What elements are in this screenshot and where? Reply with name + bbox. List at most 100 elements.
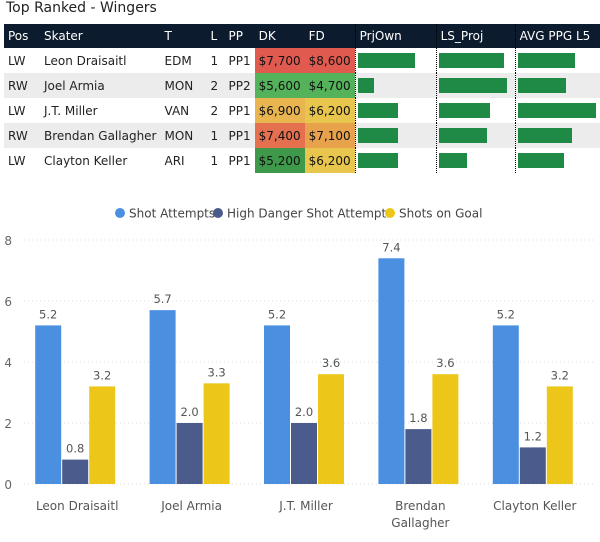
cell-pos: LW: [4, 148, 40, 173]
bar-high-danger-shot-attempts: [176, 423, 203, 484]
cell-team: MON: [160, 73, 207, 98]
bar-high-danger-shot-attempts: [291, 423, 317, 484]
col-header-avg-ppg[interactable]: AVG PPG L5: [515, 24, 600, 48]
cell-dk-salary: $6,900: [254, 98, 305, 123]
bar-shots-on-goal: [203, 383, 230, 484]
data-label: 0.8: [66, 442, 84, 456]
cell-ls-proj-bar: [436, 123, 516, 148]
data-label: 3.6: [436, 356, 454, 370]
x-tick-label: Brendan: [395, 499, 445, 513]
cell-line: 1: [206, 123, 225, 148]
data-label: 3.3: [207, 365, 225, 379]
col-header-team[interactable]: T: [160, 24, 207, 48]
cell-prjown-bar: [355, 148, 437, 173]
table-row[interactable]: RW Joel Armia MON 2 PP2 $5,600 $4,700: [4, 73, 600, 98]
col-header-skater[interactable]: Skater: [40, 24, 161, 48]
data-bar: [517, 53, 576, 68]
cell-ls-proj-bar: [436, 48, 516, 73]
cell-pp: PP2: [224, 73, 255, 98]
x-tick-label: Clayton Keller: [493, 499, 576, 513]
table-row[interactable]: LW J.T. Miller VAN 2 PP1 $6,900 $6,200: [4, 98, 600, 123]
table-row[interactable]: LW Clayton Keller ARI 1 PP1 $5,200 $6,200: [4, 148, 600, 173]
page-title: Top Ranked - Wingers: [6, 0, 157, 16]
data-label: 1.8: [409, 411, 427, 425]
cell-skater: Brendan Gallagher: [40, 123, 161, 148]
data-bar: [357, 78, 375, 93]
x-tick-label: J.T. Miller: [278, 499, 333, 513]
cell-pp: PP1: [224, 123, 255, 148]
cell-team: EDM: [160, 48, 207, 73]
cell-ls-proj-bar: [436, 148, 516, 173]
data-label: 1.2: [524, 429, 542, 443]
x-tick-label: Leon Draisaitl: [36, 499, 118, 513]
data-bar: [357, 53, 416, 68]
y-tick-label: 4: [4, 356, 12, 370]
col-header-pp[interactable]: PP: [224, 24, 255, 48]
cell-avg-ppg-bar: [515, 73, 600, 98]
cell-pp: PP1: [224, 48, 255, 73]
cell-line: 2: [206, 98, 225, 123]
bar-shots-on-goal: [546, 386, 573, 484]
cell-avg-ppg-bar: [515, 48, 600, 73]
data-label: 3.2: [93, 368, 111, 382]
legend-marker: [213, 208, 223, 218]
cell-fd-salary: $7,100: [304, 123, 356, 148]
bar-high-danger-shot-attempts: [405, 429, 432, 484]
bar-shot-attempts: [264, 325, 290, 484]
y-tick-label: 6: [4, 295, 12, 309]
cell-line: 2: [206, 73, 225, 98]
bar-shots-on-goal: [432, 374, 459, 484]
col-header-prjown[interactable]: PrjOwn: [355, 24, 437, 48]
rankings-table: Pos Skater T L PP DK FD PrjOwn LS_Proj A…: [4, 24, 600, 173]
y-tick-label: 2: [4, 417, 12, 431]
bar-high-danger-shot-attempts: [519, 447, 546, 484]
data-label: 5.7: [153, 292, 171, 306]
cell-avg-ppg-bar: [515, 98, 600, 123]
col-header-ls-proj[interactable]: LS_Proj: [436, 24, 516, 48]
bar-shots-on-goal: [318, 374, 344, 484]
cell-pos: LW: [4, 98, 40, 123]
legend-label: Shots on Goal: [399, 207, 482, 221]
cell-team: ARI: [160, 148, 207, 173]
data-label: 7.4: [382, 240, 400, 254]
cell-fd-salary: $6,200: [304, 148, 356, 173]
data-bar: [438, 153, 467, 168]
y-tick-label: 0: [4, 478, 12, 492]
legend-label: Shot Attempts: [129, 207, 215, 221]
cell-avg-ppg-bar: [515, 148, 600, 173]
col-header-pos[interactable]: Pos: [4, 24, 40, 48]
data-bar: [517, 153, 565, 168]
cell-prjown-bar: [355, 73, 437, 98]
data-label: 5.2: [497, 307, 515, 321]
cell-prjown-bar: [355, 123, 437, 148]
x-tick-label: Gallagher: [391, 516, 449, 530]
legend-label: High Danger Shot Attempts: [227, 207, 392, 221]
data-label: 2.0: [295, 405, 313, 419]
cell-skater: Leon Draisaitl: [40, 48, 161, 73]
cell-pp: PP1: [224, 148, 255, 173]
cell-line: 1: [206, 148, 225, 173]
cell-fd-salary: $8,600: [304, 48, 356, 73]
col-header-dk[interactable]: DK: [254, 24, 305, 48]
x-tick-label: Joel Armia: [160, 499, 222, 513]
data-bar: [517, 103, 596, 118]
col-header-fd[interactable]: FD: [304, 24, 356, 48]
cell-prjown-bar: [355, 98, 437, 123]
data-bar: [517, 128, 573, 143]
cell-pp: PP1: [224, 98, 255, 123]
cell-pos: RW: [4, 73, 40, 98]
cell-fd-salary: $4,700: [304, 73, 356, 98]
cell-ls-proj-bar: [436, 73, 516, 98]
bar-shots-on-goal: [89, 386, 116, 484]
table-row[interactable]: LW Leon Draisaitl EDM 1 PP1 $7,700 $8,600: [4, 48, 600, 73]
table-row[interactable]: RW Brendan Gallagher MON 1 PP1 $7,400 $7,100: [4, 123, 600, 148]
data-bar: [438, 128, 488, 143]
cell-skater: J.T. Miller: [40, 98, 161, 123]
data-bar: [357, 103, 398, 118]
legend-marker: [115, 208, 125, 218]
col-header-line[interactable]: L: [206, 24, 225, 48]
cell-team: VAN: [160, 98, 207, 123]
shots-bar-chart: 0 2 4 6 8 Shot Attempts High Danger Shot Attem…: [4, 207, 596, 530]
data-label: 3.6: [322, 356, 340, 370]
y-tick-label: 8: [4, 234, 12, 248]
